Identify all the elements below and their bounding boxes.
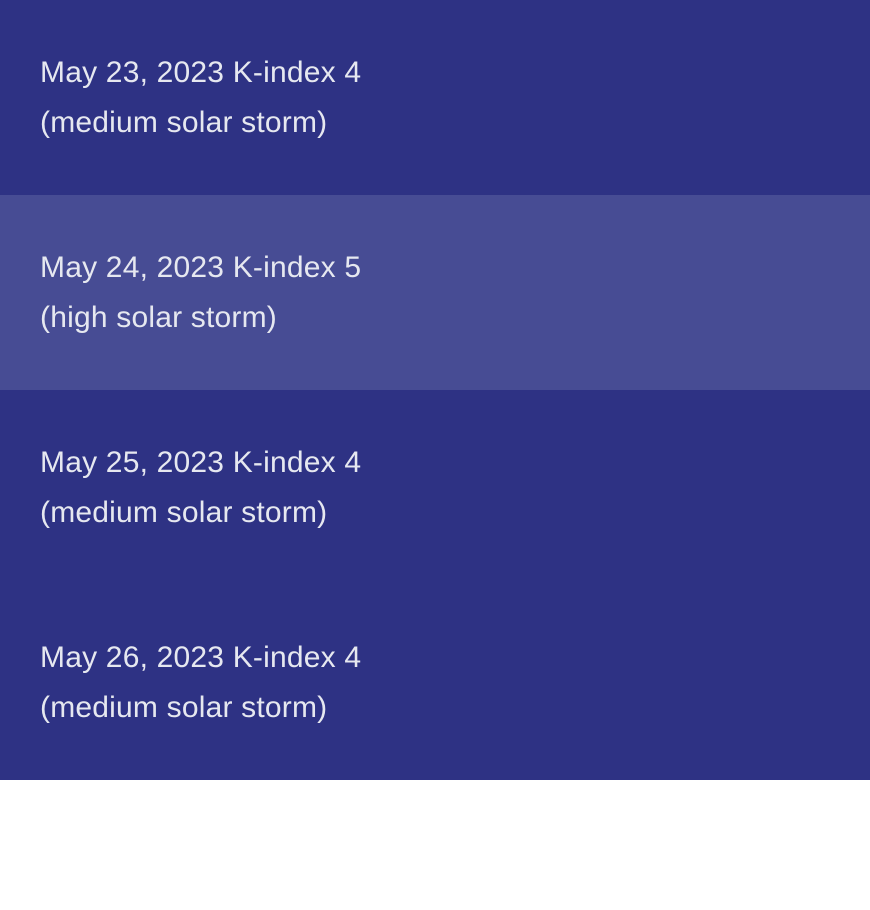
list-item-label: May 24, 2023 K-index 5 (high solar storm… <box>40 243 380 342</box>
solar-storm-list: May 23, 2023 K-index 4 (medium solar sto… <box>0 0 870 910</box>
list-item-label: May 23, 2023 K-index 4 (medium solar sto… <box>40 48 380 147</box>
list-item[interactable]: May 24, 2023 K-index 5 (high solar storm… <box>0 195 870 390</box>
list-item[interactable]: May 26, 2023 K-index 4 (medium solar sto… <box>0 585 870 780</box>
list-item[interactable]: May 23, 2023 K-index 4 (medium solar sto… <box>0 0 870 195</box>
list-item-label: May 25, 2023 K-index 4 (medium solar sto… <box>40 438 380 537</box>
list-item[interactable]: May 25, 2023 K-index 4 (medium solar sto… <box>0 390 870 585</box>
list-item-label: May 26, 2023 K-index 4 (medium solar sto… <box>40 633 380 732</box>
